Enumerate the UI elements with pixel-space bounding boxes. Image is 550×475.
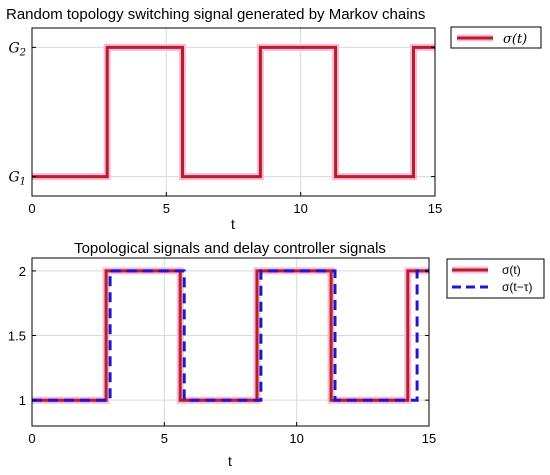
chart-bottom-x-tick-label: 10 [289, 431, 303, 446]
chart-top-x-tick-label: 10 [293, 201, 307, 216]
chart-top-grid [32, 28, 435, 196]
chart-top-x-tick-label: 0 [28, 201, 35, 216]
chart-bottom-legend: σ(t) σ(t−τ) [446, 258, 545, 299]
chart-top-x-tick-label: 5 [163, 201, 170, 216]
chart-top-title: Random topology switching signal generat… [6, 6, 425, 23]
chart-top-y-tick-label-subscript: 2 [19, 47, 26, 58]
chart-top-legend: σ(t) [450, 26, 542, 49]
chart-top-legend-box [450, 26, 542, 49]
chart-top-x-axis-label: t [231, 216, 235, 232]
chart-bottom-x-ticks: 0 5 10 15 [28, 422, 436, 446]
chart-top-y-tick-label: G2 [8, 40, 26, 58]
chart-bottom-y-ticks: 11.52 [8, 264, 429, 408]
chart-bottom-x-axis-label: t [228, 453, 232, 469]
chart-top-x-ticks: 0 5 10 15 [28, 192, 442, 216]
chart-top-series-0-halo [32, 43, 435, 181]
chart-top-legend-label: σ(t) [503, 32, 527, 47]
chart-bottom-y-tick-label: 1 [19, 393, 26, 408]
chart-bottom-x-tick-label: 0 [28, 431, 35, 446]
chart-top-y-ticks: G1 G2 [8, 40, 435, 188]
chart-bottom: Topological signals and delay controller… [8, 240, 545, 469]
chart-top-y-tick-label-subscript: 1 [20, 177, 26, 188]
chart-bottom-series [32, 267, 429, 404]
chart-bottom-x-tick-label: 15 [422, 431, 436, 446]
chart-bottom-legend-label-2: σ(t−τ) [502, 280, 532, 294]
chart-bottom-title: Topological signals and delay controller… [74, 240, 386, 257]
chart-bottom-legend-label-1: σ(t) [502, 263, 521, 277]
chart-top-plot-frame [31, 27, 436, 197]
chart-top-series-0-line [32, 45, 435, 179]
chart-top-x-tick-label: 15 [428, 201, 442, 216]
chart-bottom-y-tick-label: 1.5 [8, 329, 26, 344]
chart-top: Random topology switching signal generat… [6, 6, 542, 232]
chart-bottom-series-0-line [32, 269, 429, 402]
chart-top-y-tick-label: G1 [8, 170, 26, 188]
chart-bottom-legend-box [446, 258, 545, 299]
chart-bottom-y-tick-label: 2 [19, 264, 26, 279]
chart-bottom-x-tick-label: 5 [161, 431, 168, 446]
chart-bottom-plot-frame [31, 257, 430, 427]
chart-bottom-series-1-line [32, 269, 429, 402]
chart-top-series [32, 43, 435, 181]
